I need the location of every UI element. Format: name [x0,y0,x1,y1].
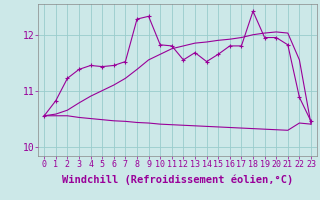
X-axis label: Windchill (Refroidissement éolien,°C): Windchill (Refroidissement éolien,°C) [62,175,293,185]
